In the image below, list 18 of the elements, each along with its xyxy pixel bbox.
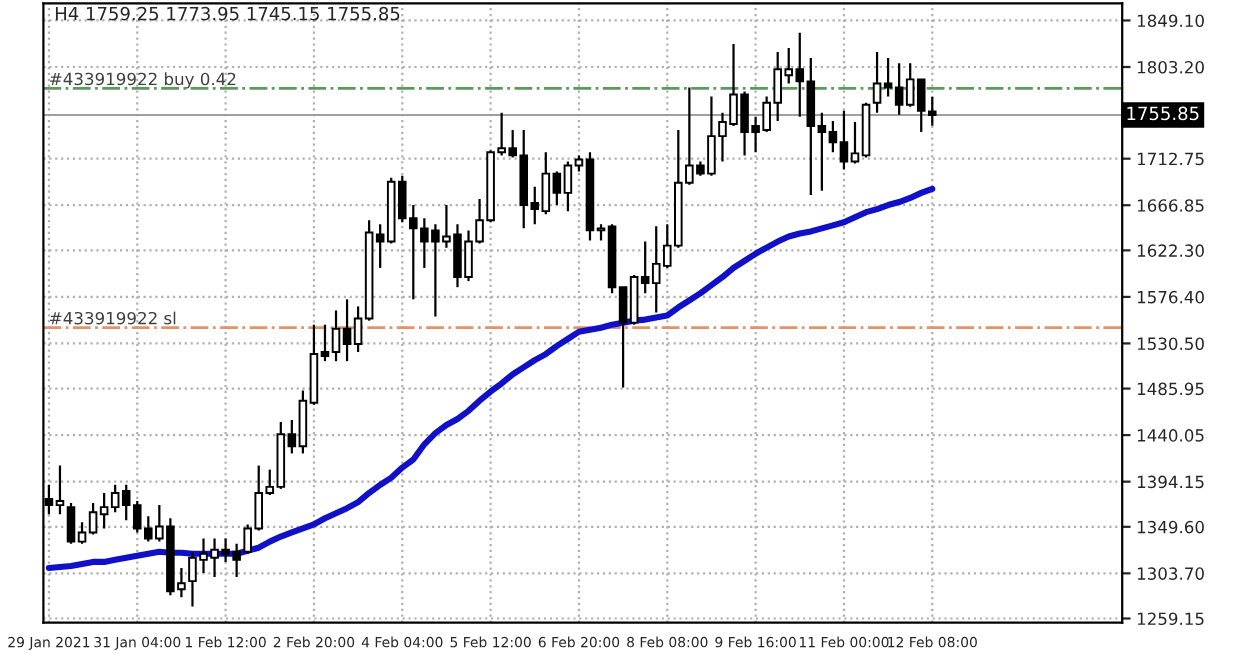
y-tick-label: 1530.50 bbox=[1137, 337, 1204, 350]
ref-line-label: #433919922 buy 0.42 bbox=[50, 72, 236, 89]
y-tick-label: 1259.15 bbox=[1137, 612, 1204, 626]
y-tick-label: 1440.05 bbox=[1137, 429, 1204, 442]
y-tick-label: 1485.95 bbox=[1137, 382, 1204, 396]
y-tick-label: 1394.15 bbox=[1137, 475, 1204, 489]
y-tick-label: 1803.20 bbox=[1137, 60, 1204, 74]
y-tick-label: 1576.40 bbox=[1137, 290, 1204, 304]
line-series bbox=[45, 185, 936, 572]
y-tick-label: 1712.75 bbox=[1137, 152, 1204, 166]
y-tick-label: 1349.60 bbox=[1137, 520, 1204, 534]
y-tick-label: 1303.70 bbox=[1137, 567, 1204, 580]
chart-title: H4 1759.25 1773.95 1745.15 1755.85 bbox=[55, 6, 400, 21]
y-tick-label: 1849.10 bbox=[1137, 14, 1204, 28]
y-tick-label: 1666.85 bbox=[1137, 199, 1204, 212]
ref-line-label: 1755.85 bbox=[1127, 106, 1199, 121]
ref-line-label: #433919922 sl bbox=[50, 311, 176, 325]
y-tick-label: 1622.30 bbox=[1137, 244, 1204, 257]
